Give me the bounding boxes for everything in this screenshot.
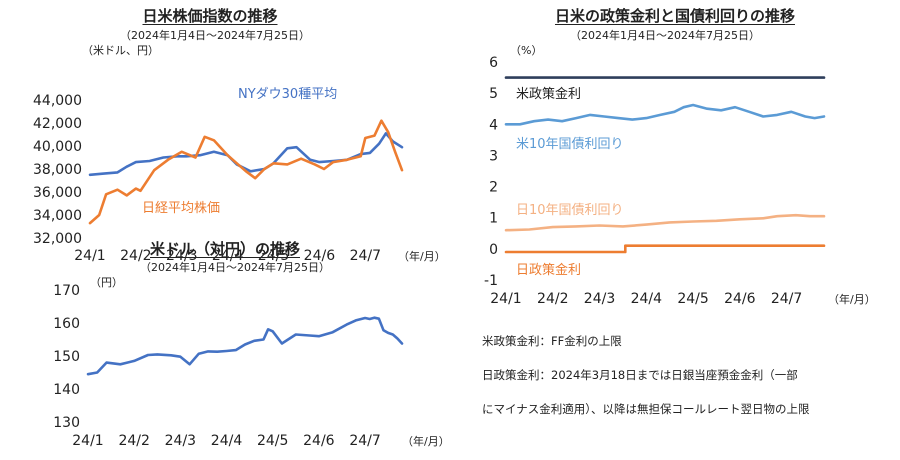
x-tick-label: 24/7 bbox=[771, 291, 802, 307]
y-unit-label: （円） bbox=[90, 276, 123, 289]
y-unit-label: （%） bbox=[510, 44, 542, 57]
y-tick-label: 4 bbox=[489, 117, 498, 133]
x-tick-label: 24/6 bbox=[304, 248, 336, 264]
x-tick-label: 24/6 bbox=[724, 291, 756, 307]
series-line-0 bbox=[86, 316, 404, 376]
x-tick-label: 24/2 bbox=[120, 248, 151, 264]
x-tick-label: 24/3 bbox=[166, 248, 197, 264]
y-tick-label: 170 bbox=[53, 283, 80, 299]
y-tick-label: 5 bbox=[489, 86, 498, 102]
y-tick-label: 32,000 bbox=[33, 231, 82, 247]
x-unit-label: （年/月） bbox=[398, 249, 446, 263]
series-line-1 bbox=[88, 119, 404, 225]
legend-label-0: 米政策金利 bbox=[516, 86, 581, 102]
x-unit-label: （年/月） bbox=[828, 292, 876, 306]
y-tick-label: -1 bbox=[484, 273, 498, 289]
x-tick-label: 24/3 bbox=[165, 433, 196, 449]
series-line-3 bbox=[504, 244, 826, 254]
y-tick-label: 150 bbox=[53, 349, 80, 365]
chart-title-usdjpy: 米ドル（対円）の推移 bbox=[149, 240, 300, 258]
chart-subtitle-rates: （2024年1月4日〜2024年7月25日） bbox=[570, 29, 760, 42]
y-tick-label: 36,000 bbox=[33, 185, 82, 201]
chart-subtitle-usdjpy: （2024年1月4日〜2024年7月25日） bbox=[140, 261, 330, 274]
x-tick-label: 24/5 bbox=[677, 291, 708, 307]
x-tick-label: 24/6 bbox=[303, 433, 335, 449]
y-tick-label: 44,000 bbox=[33, 93, 82, 109]
x-tick-label: 24/7 bbox=[350, 248, 381, 264]
footnote-line-1: 米政策金利：FF金利の上限 bbox=[482, 334, 622, 348]
x-tick-label: 24/4 bbox=[211, 433, 243, 449]
y-tick-label: 6 bbox=[489, 55, 498, 71]
legend-label-1: 日経平均株価 bbox=[142, 201, 220, 216]
chart-title-stocks: 日米株価指数の推移 bbox=[142, 7, 278, 25]
footnote-line-3: にマイナス金利適用）、以降は無担保コールレート翌日物の上限 bbox=[482, 402, 810, 416]
legend-label-1: 米10年国債利回り bbox=[516, 137, 624, 152]
x-tick-label: 24/7 bbox=[349, 433, 380, 449]
x-tick-label: 24/2 bbox=[118, 433, 149, 449]
x-tick-label: 24/1 bbox=[72, 433, 103, 449]
legend-label-3: 日政策金利 bbox=[516, 262, 581, 278]
footnote-line-2: 日政策金利：2024年3月18日までは日銀当座預金金利（一部 bbox=[482, 368, 798, 382]
series-line-2 bbox=[504, 213, 826, 232]
x-tick-label: 24/5 bbox=[258, 248, 289, 264]
stocks-chart: 32,000 34,000 36,000 38,000 40,000 42,000 44,0… bbox=[33, 44, 446, 264]
x-tick-label: 24/3 bbox=[584, 291, 615, 307]
y-tick-label: 140 bbox=[53, 382, 80, 398]
y-tick-label: 42,000 bbox=[33, 116, 82, 132]
y-tick-label: 40,000 bbox=[33, 139, 82, 155]
legend-label-0: NYダウ30種平均 bbox=[238, 86, 337, 102]
series-line-0 bbox=[88, 132, 404, 177]
y-tick-label: 3 bbox=[489, 148, 498, 164]
y-tick-label: 1 bbox=[489, 211, 498, 227]
y-tick-label: 160 bbox=[53, 316, 80, 332]
y-tick-label: 0 bbox=[489, 242, 498, 258]
chart-subtitle-stocks: （2024年1月4日〜2024年7月25日） bbox=[120, 29, 310, 42]
footnote: 米政策金利：FF金利の上限 日政策金利：2024年3月18日までは日銀当座預金金… bbox=[482, 316, 810, 435]
series-line-1 bbox=[504, 103, 826, 126]
x-tick-label: 24/2 bbox=[537, 291, 568, 307]
y-tick-label: 38,000 bbox=[33, 162, 82, 178]
y-tick-label: 34,000 bbox=[33, 208, 82, 224]
y-unit-label: （米ドル、円） bbox=[82, 44, 159, 57]
y-tick-label: 2 bbox=[489, 180, 498, 196]
x-tick-label: 24/4 bbox=[212, 248, 244, 264]
legend-label-2: 日10年国債利回り bbox=[516, 203, 624, 218]
usdjpy-chart: 130 140 150 160 170 24/1 24/2 24/3 24/4 24/5 24/6 2… bbox=[53, 276, 450, 449]
chart-title-rates: 日米の政策金利と国債利回りの推移 bbox=[554, 7, 795, 25]
x-tick-label: 24/1 bbox=[490, 291, 521, 307]
x-tick-label: 24/4 bbox=[631, 291, 663, 307]
x-unit-label: （年/月） bbox=[402, 434, 450, 448]
y-tick-label: 130 bbox=[53, 415, 80, 431]
x-tick-label: 24/5 bbox=[257, 433, 288, 449]
x-tick-label: 24/1 bbox=[74, 248, 105, 264]
rates-chart: -1 0 1 2 3 4 5 6 24/1 24/2 24/3 24/4 24/5 24/6 24/7 （%）… bbox=[484, 44, 876, 307]
